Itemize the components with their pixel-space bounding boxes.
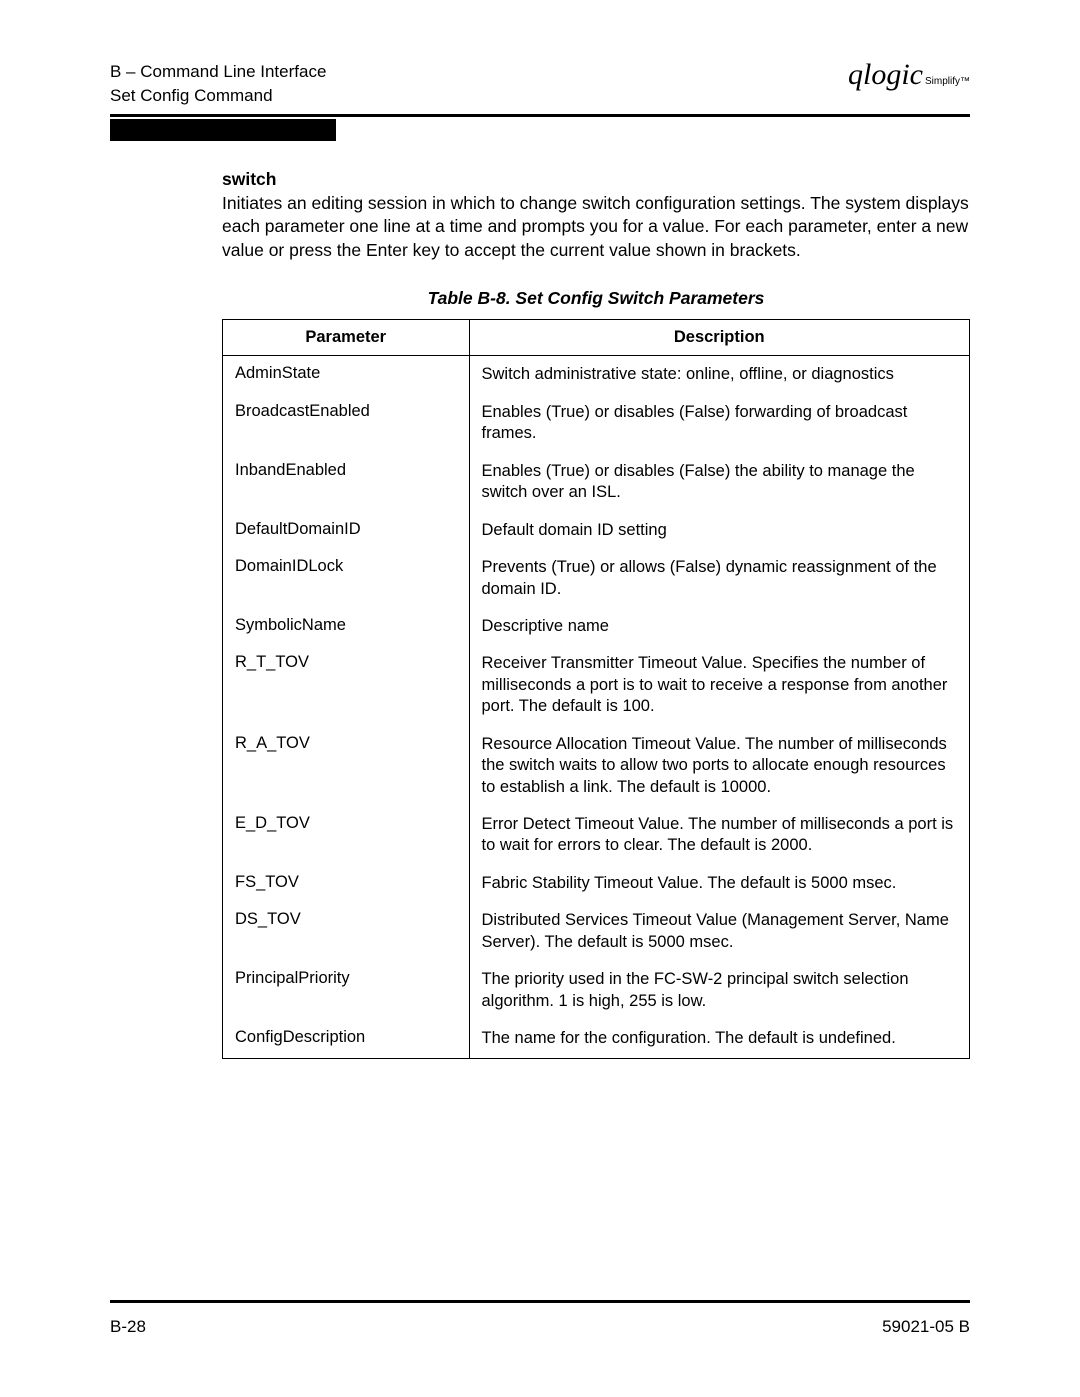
table-row: ConfigDescriptionThe name for the config… [223,1020,970,1058]
desc-cell: Switch administrative state: online, off… [469,356,970,394]
table-row: R_A_TOVResource Allocation Timeout Value… [223,726,970,806]
param-cell: SymbolicName [223,608,470,645]
table-row: FS_TOVFabric Stability Timeout Value. Th… [223,865,970,902]
page-number-left: B-28 [110,1317,146,1337]
col-header-description: Description [469,320,970,356]
header-left: B – Command Line Interface Set Config Co… [110,60,326,108]
section-intro: Initiates an editing session in which to… [222,192,970,263]
desc-cell: Prevents (True) or allows (False) dynami… [469,549,970,608]
logo-main: qlogic [848,58,923,91]
param-cell: InbandEnabled [223,453,470,512]
table-row: DS_TOVDistributed Services Timeout Value… [223,902,970,961]
doc-number-right: 59021-05 B [882,1317,970,1337]
page: B – Command Line Interface Set Config Co… [0,0,1080,1397]
black-bar [110,119,336,141]
page-footer: B-28 59021-05 B [110,1292,970,1337]
desc-cell: Default domain ID setting [469,512,970,549]
param-cell: DS_TOV [223,902,470,961]
logo-sub: Simplify™ [925,76,970,87]
table-row: BroadcastEnabledEnables (True) or disabl… [223,394,970,453]
table-row: InbandEnabledEnables (True) or disables … [223,453,970,512]
desc-cell: The name for the configuration. The defa… [469,1020,970,1058]
table-row: DomainIDLockPrevents (True) or allows (F… [223,549,970,608]
page-header: B – Command Line Interface Set Config Co… [110,60,970,108]
param-cell: E_D_TOV [223,806,470,865]
header-divider [110,114,970,117]
desc-cell: Error Detect Timeout Value. The number o… [469,806,970,865]
desc-cell: Distributed Services Timeout Value (Mana… [469,902,970,961]
param-cell: BroadcastEnabled [223,394,470,453]
footer-divider [110,1300,970,1303]
table-row: PrincipalPriorityThe priority used in th… [223,961,970,1020]
footer-row: B-28 59021-05 B [110,1317,970,1337]
content: switch Initiates an editing session in w… [222,169,970,1059]
header-line-2: Set Config Command [110,84,326,108]
table-row: SymbolicNameDescriptive name [223,608,970,645]
param-cell: DefaultDomainID [223,512,470,549]
desc-cell: Resource Allocation Timeout Value. The n… [469,726,970,806]
param-cell: AdminState [223,356,470,394]
param-cell: ConfigDescription [223,1020,470,1058]
table-row: E_D_TOVError Detect Timeout Value. The n… [223,806,970,865]
desc-cell: Fabric Stability Timeout Value. The defa… [469,865,970,902]
params-table: Parameter Description AdminStateSwitch a… [222,319,970,1058]
param-cell: FS_TOV [223,865,470,902]
table-row: R_T_TOVReceiver Transmitter Timeout Valu… [223,645,970,725]
param-cell: PrincipalPriority [223,961,470,1020]
param-cell: R_A_TOV [223,726,470,806]
table-row: AdminStateSwitch administrative state: o… [223,356,970,394]
param-cell: R_T_TOV [223,645,470,725]
section-title: switch [222,169,970,190]
desc-cell: Descriptive name [469,608,970,645]
desc-cell: Enables (True) or disables (False) forwa… [469,394,970,453]
col-header-parameter: Parameter [223,320,470,356]
desc-cell: Enables (True) or disables (False) the a… [469,453,970,512]
table-header-row: Parameter Description [223,320,970,356]
brand-logo: qlogicSimplify™ [848,60,970,90]
table-row: DefaultDomainIDDefault domain ID setting [223,512,970,549]
table-caption: Table B-8. Set Config Switch Parameters [222,288,970,309]
desc-cell: Receiver Transmitter Timeout Value. Spec… [469,645,970,725]
header-line-1: B – Command Line Interface [110,60,326,84]
param-cell: DomainIDLock [223,549,470,608]
desc-cell: The priority used in the FC-SW-2 princip… [469,961,970,1020]
